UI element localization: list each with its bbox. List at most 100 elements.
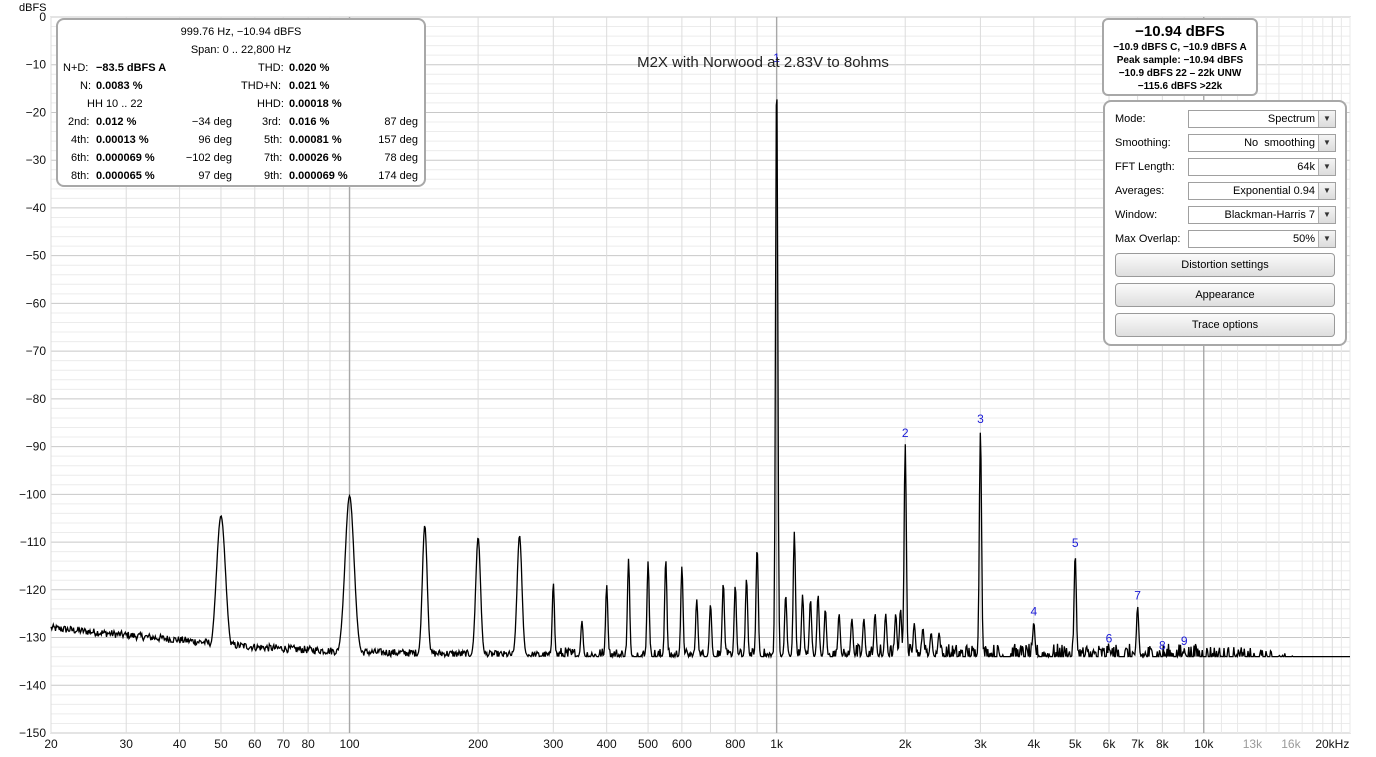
h7-label: 7th: [264,152,283,164]
h4-label: 4th: [71,134,90,146]
harmonic-marker-label: 2 [902,426,909,440]
h6-label: 6th: [71,152,90,164]
harmonic-marker-label: 1 [773,51,780,65]
overlap-row: Max Overlap: 50% ▼ [1115,230,1343,250]
chevron-down-icon: ▼ [1318,183,1335,199]
x-tick-label: 7k [1131,737,1145,751]
chevron-down-icon: ▼ [1318,135,1335,151]
y-tick-label: −110 [20,535,46,549]
y-tick-label: −100 [19,487,46,501]
level-weighted: −10.9 dBFS C, −10.9 dBFS A [1113,42,1247,53]
h9-label: 9th: [264,170,283,182]
controls-panel: Mode: Spectrum ▼ Smoothing: No smoothing… [1103,100,1347,346]
chevron-down-icon: ▼ [1318,231,1335,247]
spectrum-trace [50,99,1350,659]
x-tick-label: 5k [1069,737,1083,751]
h8-value: 0.000065 % [96,170,155,182]
level-readout-panel: −10.94 dBFS −10.9 dBFS C, −10.9 dBFS A P… [1102,18,1258,96]
distortion-settings-button[interactable]: Distortion settings [1115,253,1335,277]
x-tick-label: 200 [468,737,488,751]
y-axis: 0 −10 −20 −30 −40 −50 −60 −70 −80 −90 −100 −110 −120… [19,10,46,740]
y-tick-label: 0 [39,10,46,24]
h3-phase: 87 deg [384,116,418,128]
smoothing-row: Smoothing: No smoothing ▼ [1115,134,1343,154]
x-tick-label: 3k [974,737,988,751]
h7-phase: 78 deg [384,152,418,164]
harmonic-marker-label: 8 [1159,639,1166,653]
hh-label: HH 10 .. 22 [87,98,143,110]
y-tick-label: −60 [26,296,47,310]
x-tick-label: 80 [301,737,315,751]
thd-label: THD: [258,62,284,74]
distortion-panel: 999.76 Hz, −10.94 dBFS Span: 0 .. 22,800… [56,18,426,187]
x-tick-label: 40 [173,737,187,751]
h3-value: 0.016 % [289,116,330,128]
h2-value: 0.012 % [96,116,137,128]
x-tick-label: 16k [1281,737,1301,751]
y-tick-label: −80 [26,392,47,406]
level-unweighted: −10.9 dBFS 22 – 22k UNW [1118,68,1242,79]
appearance-button[interactable]: Appearance [1115,283,1335,307]
y-tick-label: −130 [19,631,46,645]
smoothing-value: No smoothing [1244,137,1315,149]
h2-label: 2nd: [68,116,90,128]
x-tick-label: 400 [597,737,617,751]
overlap-value: 50% [1292,233,1315,245]
chevron-down-icon: ▼ [1318,111,1335,127]
x-tick-label: 20 [44,737,58,751]
level-peak-sample: Peak sample: −10.94 dBFS [1116,55,1244,66]
h5-value: 0.00081 % [289,134,342,146]
y-tick-label: −20 [26,105,47,119]
span-readout: Span: 0 .. 22,800 Hz [190,44,292,56]
window-select[interactable]: Blackman-Harris 7 ▼ [1188,206,1336,224]
y-tick-label: −40 [26,201,47,215]
x-tick-label: 50 [214,737,228,751]
smoothing-select[interactable]: No smoothing ▼ [1188,134,1336,152]
nd-value: −83.5 dBFS A [96,62,167,74]
fundamental-readout: 999.76 Hz, −10.94 dBFS [180,26,302,38]
h7-value: 0.00026 % [289,152,342,164]
harmonic-marker-label: 6 [1106,631,1113,645]
fft-length-select[interactable]: 64k ▼ [1188,158,1336,176]
y-tick-label: −150 [19,726,46,740]
harmonic-marker-label: 7 [1134,589,1141,603]
harmonic-marker-label: 3 [977,412,984,426]
x-tick-label: 6k [1103,737,1117,751]
y-tick-label: −70 [26,344,47,358]
x-tick-label: 100 [340,737,360,751]
level-main: −10.94 dBFS [1135,23,1225,40]
h6-value: 0.000069 % [96,152,155,164]
h9-phase: 174 deg [378,170,418,182]
x-tick-label: 800 [725,737,745,751]
x-tick-label: 70 [277,737,291,751]
averages-value: Exponential 0.94 [1233,185,1315,197]
harmonic-markers: 1 2 3 4 5 6 7 8 9 [773,51,1188,653]
mode-value: Spectrum [1267,113,1315,125]
h8-phase: 97 deg [198,170,232,182]
h5-phase: 157 deg [378,134,418,146]
trace-options-button[interactable]: Trace options [1115,313,1335,337]
fft-label: FFT Length: [1115,161,1175,173]
n-label: N: [80,80,91,92]
y-tick-label: −90 [26,440,47,454]
level-above-22k: −115.6 dBFS >22k [1137,81,1223,92]
x-axis: 20 30 40 50 60 70 80 100 200 300 400 500 600 800 1k 2k 3… [44,737,1349,751]
harmonic-marker-label: 9 [1181,634,1188,648]
averages-select[interactable]: Exponential 0.94 ▼ [1188,182,1336,200]
x-tick-label: 1k [770,737,784,751]
overlap-label: Max Overlap: [1115,233,1181,245]
x-tick-label: 13k [1243,737,1263,751]
max-overlap-select[interactable]: 50% ▼ [1188,230,1336,248]
mode-select[interactable]: Spectrum ▼ [1188,110,1336,128]
h3-label: 3rd: [262,116,281,128]
thdn-value: 0.021 % [289,80,330,92]
averages-row: Averages: Exponential 0.94 ▼ [1115,182,1343,202]
h6-phase: −102 deg [185,152,232,164]
thd-value: 0.020 % [289,62,330,74]
y-tick-label: −140 [19,678,46,692]
h4-phase: 96 deg [198,134,232,146]
chevron-down-icon: ▼ [1318,207,1335,223]
chevron-down-icon: ▼ [1318,159,1335,175]
hhd-label: HHD: [257,98,284,110]
mode-label: Mode: [1115,113,1146,125]
